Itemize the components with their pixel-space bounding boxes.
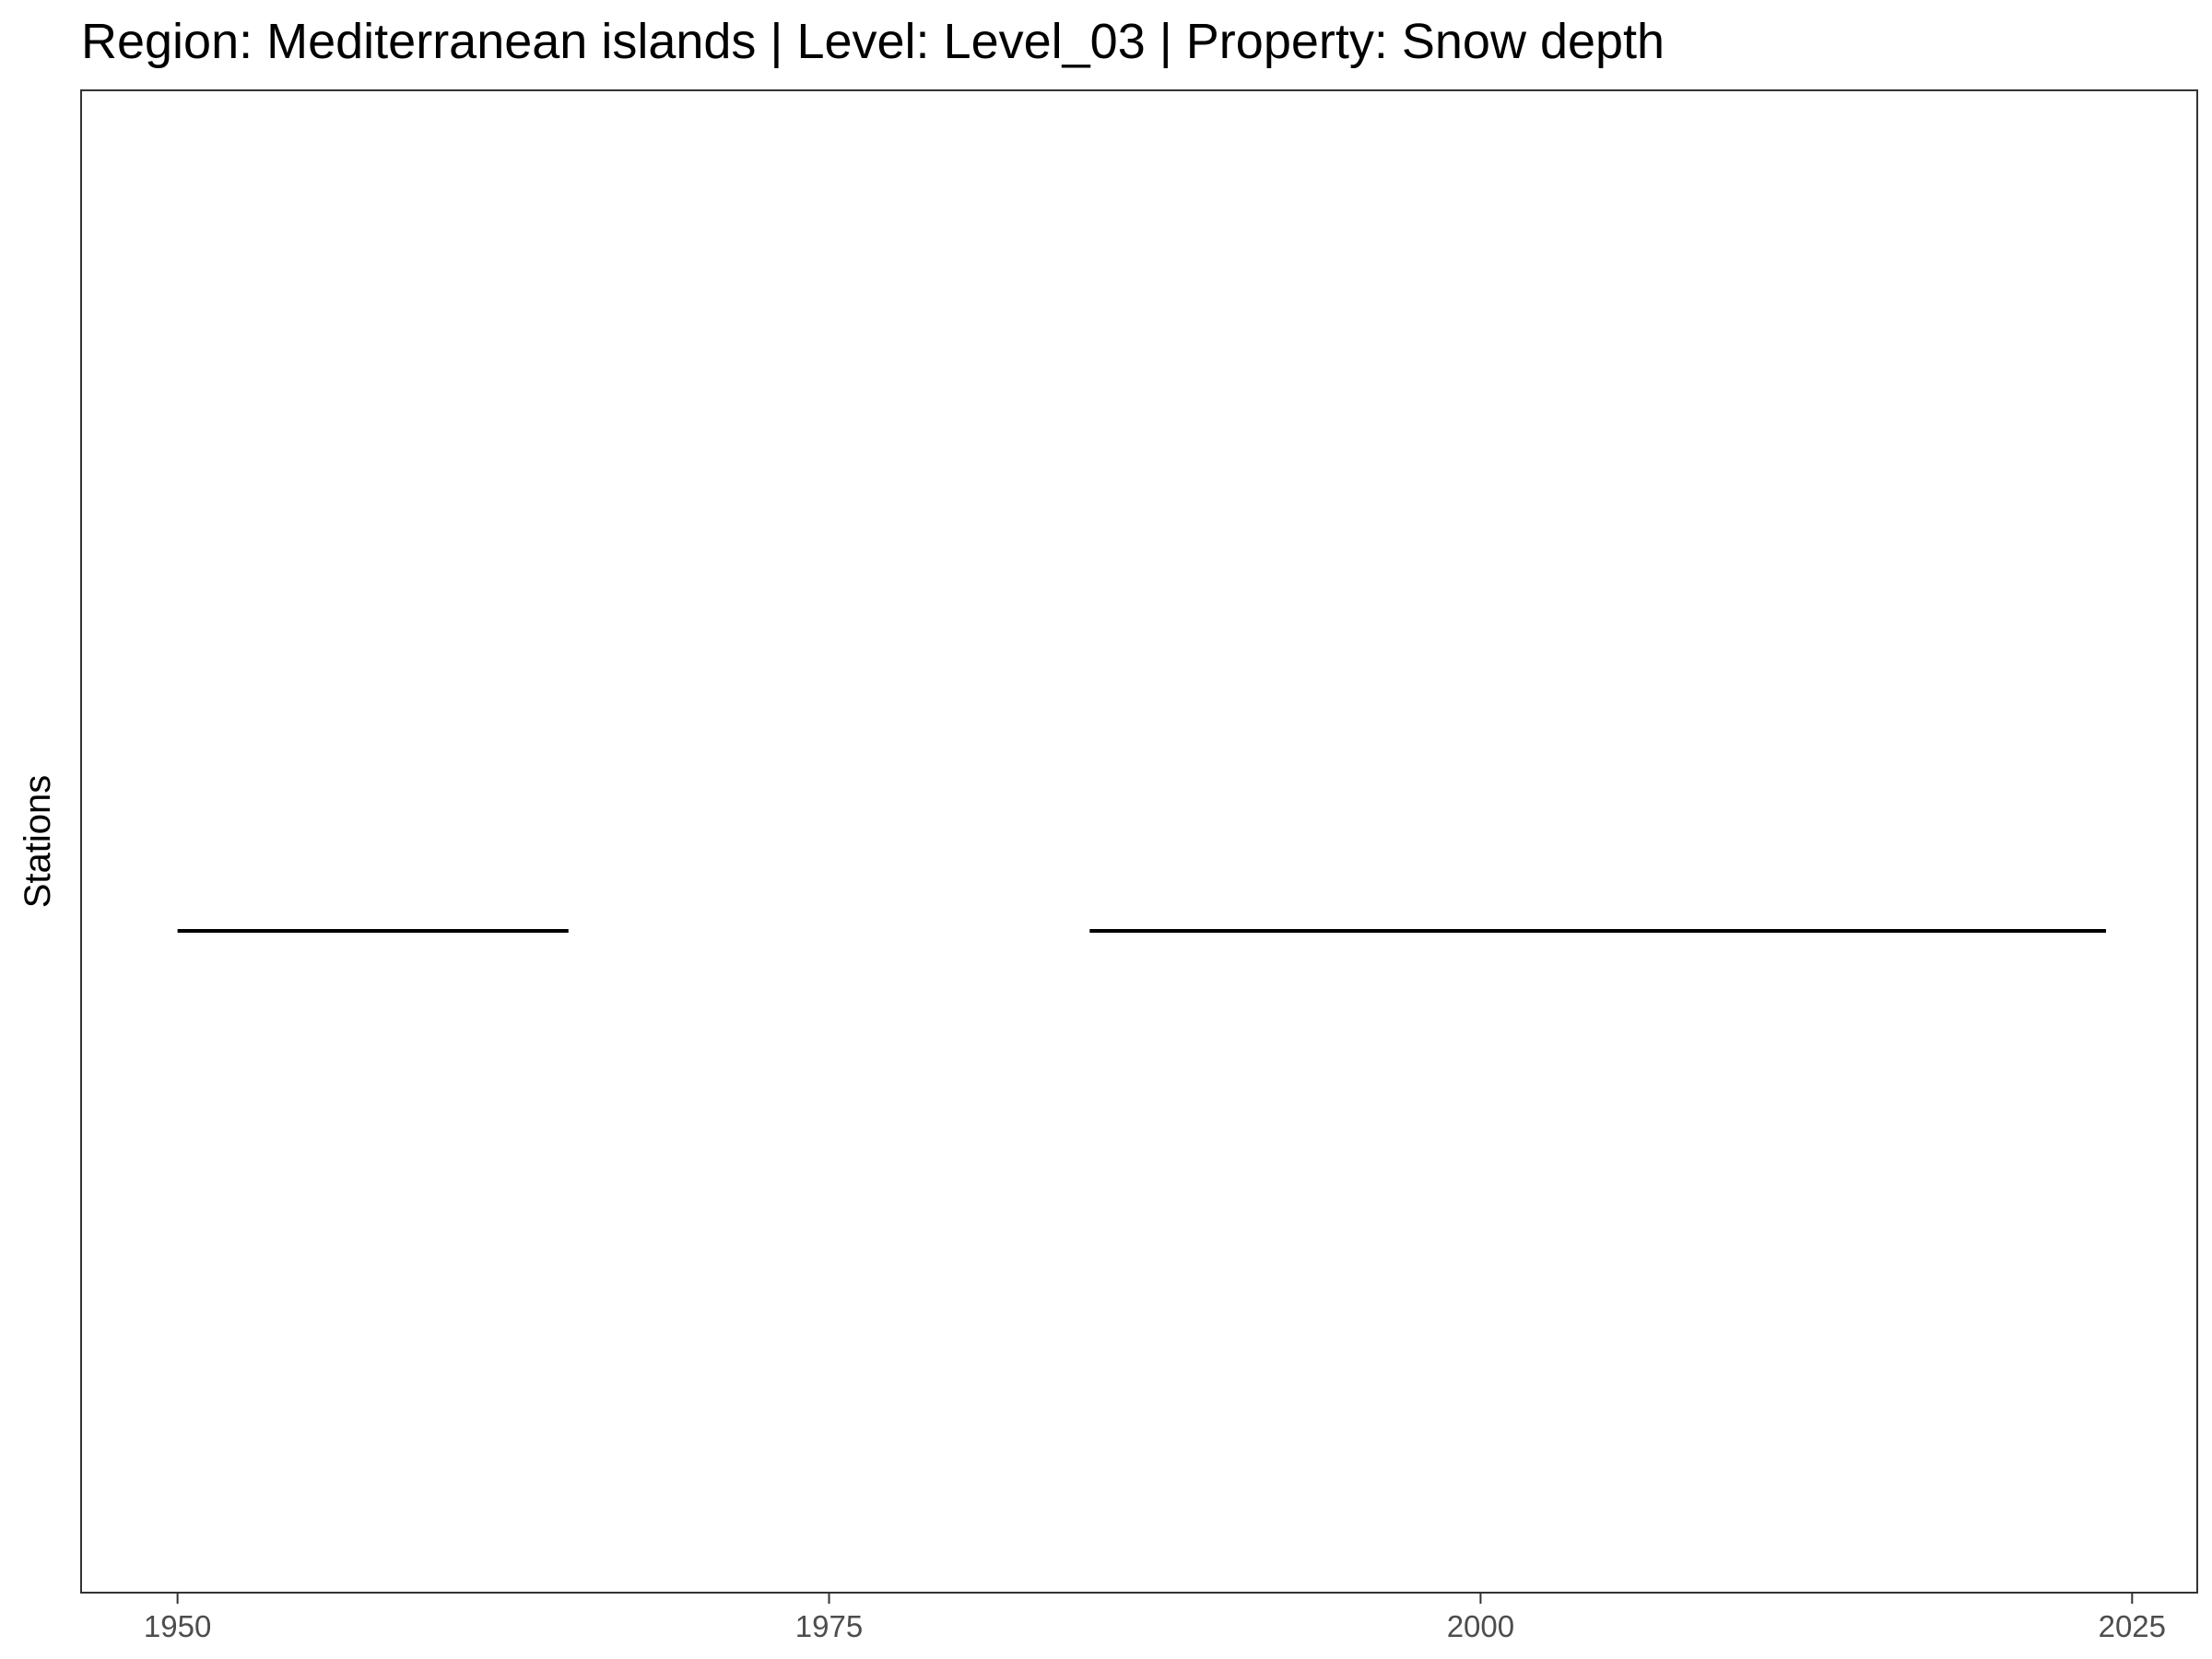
x-tick-label-2000: 2000 bbox=[1447, 1609, 1514, 1643]
y-axis-title: Stations bbox=[18, 775, 58, 909]
x-tick-label-2025: 2025 bbox=[2099, 1609, 2166, 1643]
x-tick-label-1950: 1950 bbox=[144, 1609, 211, 1643]
x-axis-ticks: 1950 1975 2000 2025 bbox=[144, 1593, 2166, 1643]
plot-frame bbox=[80, 89, 2198, 1594]
chart-title: Region: Mediterranean islands | Level: L… bbox=[81, 14, 1665, 69]
x-tick-label-1975: 1975 bbox=[795, 1609, 863, 1643]
